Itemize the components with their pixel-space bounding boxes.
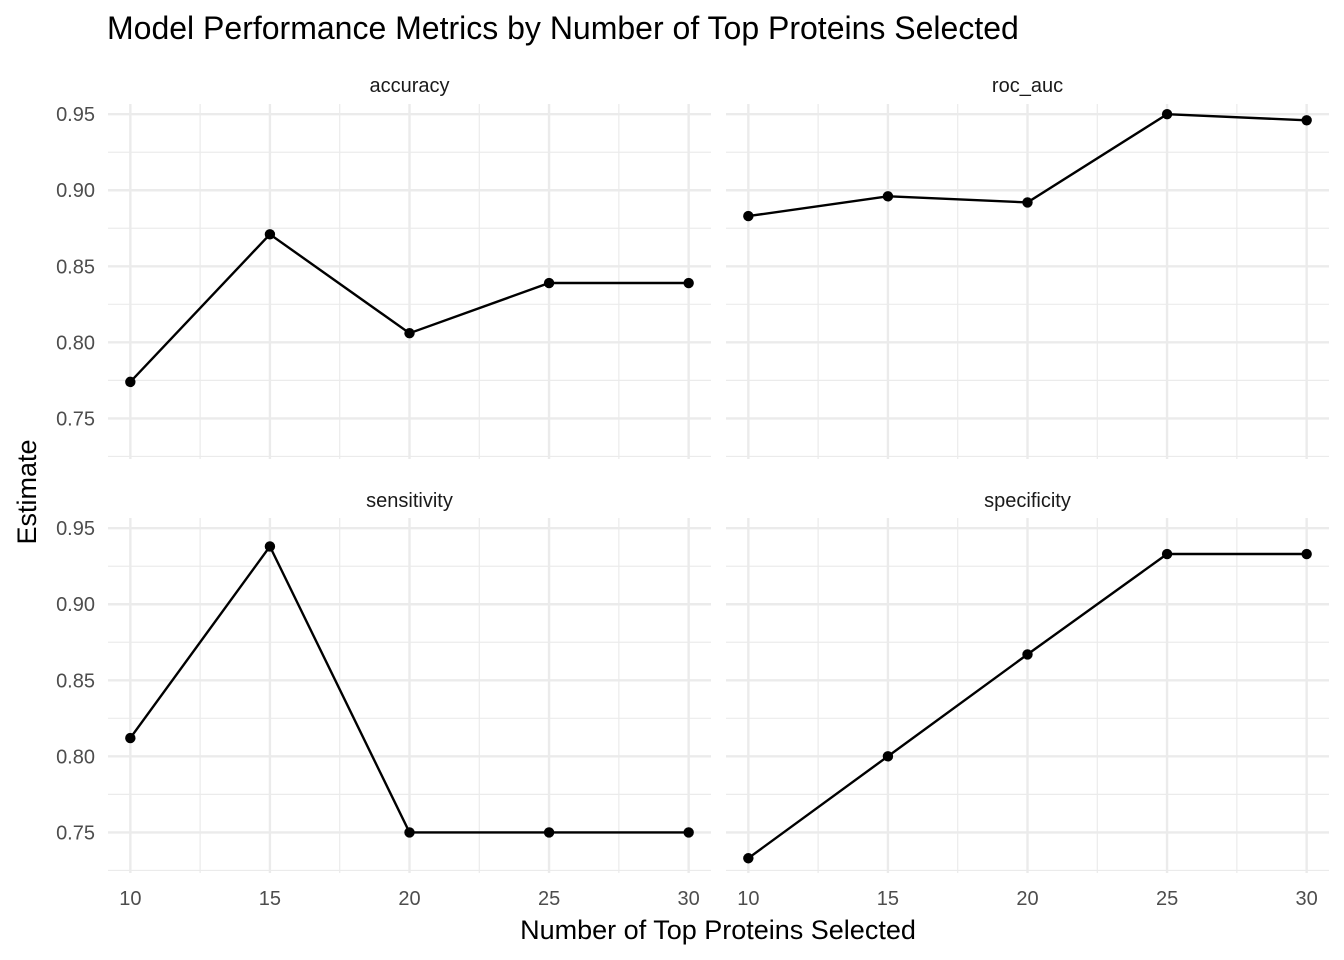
- x-tick-label: 20: [1016, 888, 1038, 910]
- x-axis-right-column: 10 15 20 25 30: [737, 888, 1318, 910]
- data-point: [882, 751, 894, 762]
- x-tick-label: 25: [1156, 888, 1178, 910]
- y-tick-label: 0.95: [56, 104, 95, 126]
- data-point: [1022, 197, 1033, 208]
- panel-accuracy: accuracy: [108, 75, 711, 459]
- x-tick-label: 20: [398, 888, 420, 910]
- y-axis-bottom-row: 0.75 0.80 0.85 0.90 0.95: [56, 518, 95, 844]
- data-point: [1161, 108, 1173, 120]
- x-tick-label: 15: [877, 888, 899, 910]
- panel-roc_auc: roc_auc: [726, 75, 1329, 459]
- data-point: [543, 277, 555, 289]
- facet-strip-label: accuracy: [369, 75, 449, 97]
- y-tick-label: 0.85: [56, 256, 95, 278]
- y-tick-label: 0.90: [56, 594, 95, 616]
- facet-strip-label: roc_auc: [992, 75, 1063, 97]
- data-point: [264, 541, 276, 552]
- y-axis-title: Estimate: [12, 439, 42, 544]
- panel-sensitivity: sensitivity: [108, 490, 711, 873]
- data-point: [404, 328, 415, 339]
- data-point: [743, 210, 754, 222]
- data-point: [125, 732, 136, 744]
- x-axis-left-column: 10 15 20 25 30: [119, 888, 700, 910]
- x-axis-title: Number of Top Proteins Selected: [520, 915, 916, 945]
- facet-strip-label: sensitivity: [366, 490, 453, 512]
- data-point: [404, 827, 415, 838]
- y-axis-top-row: 0.75 0.80 0.85 0.90 0.95: [56, 104, 95, 430]
- data-point: [264, 229, 276, 240]
- data-point: [125, 376, 136, 388]
- data-point: [543, 827, 555, 838]
- y-tick-label: 0.90: [56, 180, 95, 202]
- x-tick-label: 25: [538, 888, 560, 910]
- facet-strip-label: specificity: [984, 490, 1071, 512]
- x-tick-label: 10: [737, 888, 759, 910]
- data-point: [683, 277, 694, 289]
- facet-panels: accuracy roc_auc sensitivity specificity: [108, 75, 1329, 873]
- x-tick-label: 30: [1296, 888, 1318, 910]
- data-point: [1161, 548, 1173, 560]
- y-tick-label: 0.75: [56, 822, 95, 844]
- y-tick-label: 0.95: [56, 518, 95, 540]
- y-tick-label: 0.85: [56, 670, 95, 692]
- y-tick-label: 0.75: [56, 408, 95, 430]
- data-point: [882, 191, 894, 202]
- chart-title: Model Performance Metrics by Number of T…: [107, 10, 1019, 46]
- y-tick-label: 0.80: [56, 332, 95, 354]
- data-point: [683, 827, 694, 838]
- x-tick-label: 30: [678, 888, 700, 910]
- x-tick-label: 15: [259, 888, 281, 910]
- data-point: [1301, 115, 1312, 126]
- x-tick-label: 10: [119, 888, 141, 910]
- y-tick-label: 0.80: [56, 746, 95, 768]
- data-point: [1301, 548, 1312, 560]
- data-point: [1022, 649, 1033, 660]
- panel-specificity: specificity: [726, 490, 1329, 873]
- data-point: [743, 853, 754, 864]
